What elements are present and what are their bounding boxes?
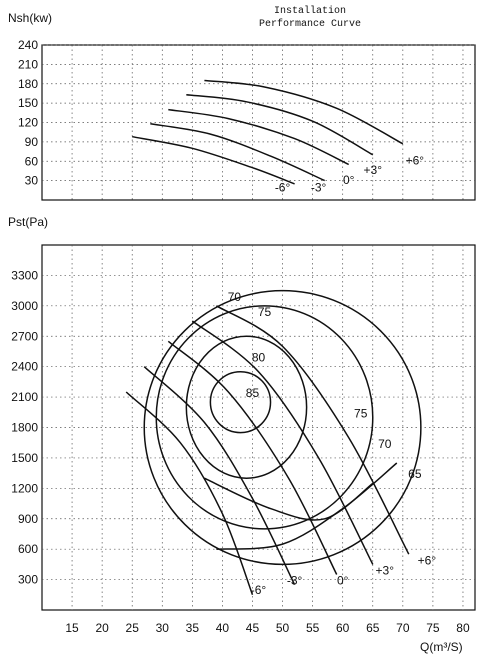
pressure-x-tick: 35: [186, 621, 200, 635]
pressure-y-tick: 2100: [11, 390, 38, 404]
pressure-x-tick: 80: [456, 621, 470, 635]
pressure-label-plus3deg: +3°: [376, 564, 395, 578]
power-curve-minus3deg: [150, 123, 326, 182]
efficiency-contour-85: [209, 370, 272, 434]
pressure-label-65: 65: [408, 467, 422, 481]
pressure-x-tick: 15: [65, 621, 79, 635]
pressure-label-minus6deg: -6°: [251, 583, 267, 597]
pressure-x-tick: 30: [156, 621, 170, 635]
pressure-label-75: 75: [354, 406, 368, 420]
power-y-tick: 210: [18, 57, 38, 71]
pressure-curve-plus3deg: [191, 320, 374, 565]
pressure-label-70: 70: [228, 290, 242, 304]
pressure-x-tick: 70: [396, 621, 410, 635]
power-label-minus3deg: -3°: [311, 181, 327, 195]
pressure-x-tick: 75: [426, 621, 440, 635]
pressure-x-tick: 45: [246, 621, 260, 635]
pressure-curve-minus6deg: [125, 391, 254, 596]
power-y-tick: 240: [18, 38, 38, 52]
power-y-tick: 150: [18, 96, 38, 110]
efficiency-contour-80: [185, 335, 308, 479]
pressure-y-tick: 1500: [11, 451, 38, 465]
power-curve-minus6deg: [132, 135, 295, 185]
pressure-curve-minus3deg: [143, 366, 296, 586]
power-curve-plus3deg: [186, 93, 374, 156]
power-y-tick: 60: [25, 154, 39, 168]
power-label-minus6deg: -6°: [275, 181, 291, 195]
pressure-label-plus6deg: +6°: [418, 553, 437, 567]
title-line-2: Performance Curve: [259, 18, 361, 30]
pressure-label-minus3deg: -3°: [287, 574, 303, 588]
pressure-y-tick: 300: [18, 573, 38, 587]
pressure-curve-plus6deg: [216, 305, 410, 555]
power-label-plus6deg: +6°: [406, 153, 425, 167]
pressure-x-tick: 65: [366, 621, 380, 635]
pressure-label-75: 75: [258, 305, 272, 319]
pressure-y-tick: 1200: [11, 481, 38, 495]
power-y-tick: 180: [18, 77, 38, 91]
efficiency-contour-70: [143, 289, 422, 566]
power-curve-plus6deg: [204, 79, 404, 145]
pressure-y-tick: 3300: [11, 268, 38, 282]
power-label-plus3deg: +3°: [364, 163, 383, 177]
x-axis-label: Q(m³/S): [420, 640, 463, 654]
power-label-0deg: 0°: [343, 173, 355, 187]
pressure-y-tick: 3000: [11, 299, 38, 313]
title-line-1: Installation: [274, 5, 346, 17]
pressure-y-tick: 1800: [11, 421, 38, 435]
pressure-x-tick: 50: [276, 621, 290, 635]
pressure-label-0deg: 0°: [337, 574, 349, 588]
pressure-chart: Pst(Pa) Q(m³/S) 300 600 900 1200 1500 1800 210…: [8, 215, 476, 654]
power-chart: Nsh(kw) 30 60 90 120 150 180 210 240 -6° -3° 0° +3°…: [8, 11, 476, 201]
pressure-x-tick: 55: [306, 621, 320, 635]
power-curve-0deg: [168, 108, 350, 166]
power-y-tick: 120: [18, 116, 38, 130]
pressure-x-tick: 20: [95, 621, 109, 635]
pressure-y-tick: 2700: [11, 329, 38, 343]
pressure-y-tick: 600: [18, 542, 38, 556]
pressure-x-tick: 40: [216, 621, 230, 635]
power-y-tick: 90: [25, 135, 39, 149]
pressure-label-80: 80: [252, 351, 266, 365]
pressure-label-85: 85: [246, 386, 260, 400]
pressure-x-tick: 25: [126, 621, 140, 635]
pressure-curve-0deg: [167, 340, 338, 575]
power-y-tick: 30: [25, 174, 39, 188]
pressure-x-tick: 60: [336, 621, 350, 635]
pressure-y-label: Pst(Pa): [8, 215, 48, 229]
pressure-label-70: 70: [378, 437, 392, 451]
pressure-y-tick: 2400: [11, 360, 38, 374]
pressure-curve-efficiency-70-limit: [216, 462, 398, 550]
power-y-label: Nsh(kw): [8, 11, 52, 25]
pressure-y-tick: 900: [18, 512, 38, 526]
